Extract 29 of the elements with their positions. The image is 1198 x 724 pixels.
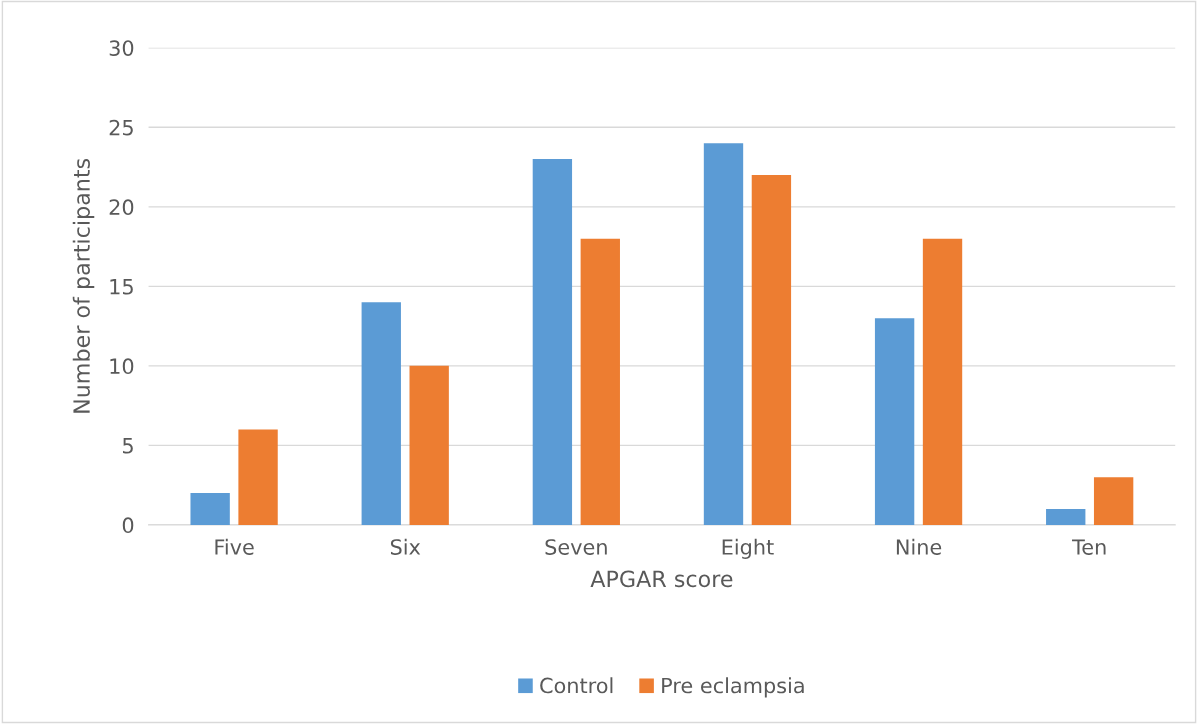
bar	[703, 143, 744, 525]
x-tick-label: Eight	[722, 538, 774, 559]
bar	[532, 159, 573, 525]
x-tick-label: Seven	[545, 539, 607, 555]
bar	[1046, 509, 1086, 525]
x-tick-label: Six	[390, 538, 421, 555]
y-tick-label: 10	[110, 358, 134, 375]
bar	[190, 493, 230, 525]
y-tick-label: 0	[122, 517, 134, 534]
bar	[751, 175, 792, 525]
bar	[874, 318, 915, 525]
bar	[922, 238, 963, 525]
bar	[1093, 477, 1134, 525]
y-tick-label: 15	[110, 279, 133, 295]
x-tick-label: Nine	[896, 538, 942, 555]
y-tick-label: 5	[123, 438, 133, 454]
bar	[238, 429, 278, 525]
y-tick-label: 30	[109, 40, 134, 56]
x-tick-label: Five	[215, 538, 254, 555]
bar	[361, 302, 401, 525]
x-axis-title: APGAR score	[590, 570, 733, 588]
legend-label: Control	[540, 677, 613, 694]
y-tick-label: 20	[109, 199, 134, 216]
y-tick-label: 25	[109, 119, 133, 136]
legend-label: Pre eclampsia	[662, 677, 804, 698]
bar	[409, 365, 449, 525]
x-tick-label: Ten	[1072, 539, 1106, 555]
y-axis-title: Number of participants	[72, 158, 95, 413]
bar	[580, 238, 620, 525]
